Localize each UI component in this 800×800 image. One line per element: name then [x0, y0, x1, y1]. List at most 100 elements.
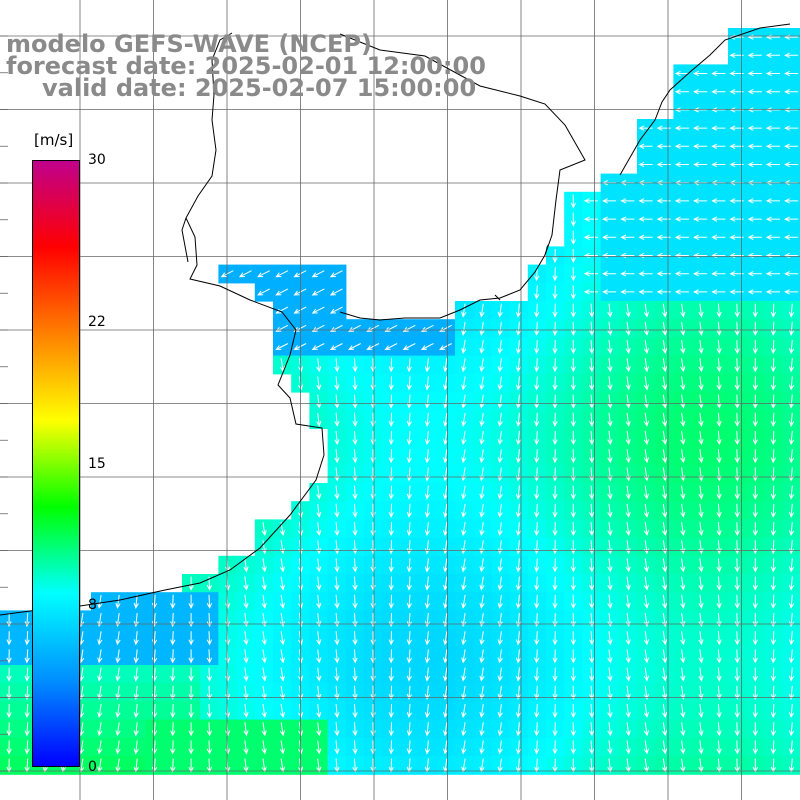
- wind-arrow: [770, 576, 777, 591]
- wind-arrow: [747, 143, 762, 149]
- wind-arrow: [370, 358, 376, 373]
- wind-arrow: [552, 303, 558, 318]
- wind-arrow: [752, 303, 758, 318]
- wind-arrow: [424, 703, 431, 719]
- colorbar-tick-8: 8: [88, 597, 97, 614]
- wind-arrow: [206, 703, 213, 719]
- wind-arrow: [115, 758, 121, 773]
- wind-arrow: [188, 576, 194, 591]
- wind-arrow: [734, 339, 740, 355]
- wind-arrow: [206, 631, 213, 646]
- wind-arrow: [747, 89, 762, 95]
- colorbar-tick-0: 0: [88, 759, 97, 775]
- wind-arrow: [424, 521, 431, 537]
- wind-arrow: [607, 358, 613, 373]
- wind-arrow: [716, 758, 722, 773]
- wind-arrow: [734, 740, 740, 755]
- wind-arrow: [734, 303, 740, 318]
- wind-arrow: [370, 667, 376, 682]
- wind-arrow: [680, 358, 686, 373]
- wind-arrow: [607, 649, 613, 664]
- wind-arrow: [770, 703, 777, 719]
- wind-arrow: [602, 289, 617, 295]
- wind-arrow: [607, 667, 613, 682]
- wind-arrow: [316, 704, 322, 719]
- wind-arrow: [784, 216, 799, 222]
- wind-arrow: [206, 667, 213, 682]
- wind-arrow: [497, 685, 503, 700]
- wind-arrow: [352, 521, 358, 537]
- wind-arrow: [661, 631, 668, 646]
- wind-arrow: [275, 343, 289, 351]
- wind-arrow: [311, 306, 325, 314]
- wind-arrow: [625, 394, 631, 409]
- wind-arrow: [406, 631, 412, 646]
- wind-arrow: [443, 558, 449, 573]
- wind-arrow: [788, 685, 795, 700]
- wind-arrow: [534, 449, 540, 464]
- wind-arrow: [770, 412, 777, 427]
- wind-arrow: [443, 758, 449, 773]
- wind-arrow: [316, 594, 322, 609]
- wind-arrow: [424, 358, 431, 373]
- wind-arrow: [316, 394, 322, 409]
- wind-arrow: [151, 649, 158, 664]
- wind-arrow: [515, 485, 522, 500]
- wind-arrow: [479, 740, 485, 755]
- wind-arrow: [607, 503, 613, 518]
- wind-arrow: [625, 594, 631, 609]
- wind-arrow: [133, 594, 139, 609]
- wind-arrow: [461, 740, 467, 755]
- wind-arrow: [261, 576, 267, 591]
- wind-arrow: [151, 667, 158, 682]
- wind-arrow: [402, 343, 416, 351]
- wind-arrow: [674, 252, 689, 259]
- wind-arrow: [334, 412, 340, 427]
- wind-arrow: [424, 485, 431, 500]
- wind-arrow: [752, 503, 758, 518]
- wind-arrow: [752, 394, 758, 409]
- wind-arrow: [752, 704, 758, 719]
- wind-arrow: [534, 503, 540, 518]
- wind-arrow: [784, 198, 799, 204]
- wind-arrow: [133, 685, 139, 700]
- wind-arrow: [534, 740, 540, 755]
- wind-arrow: [420, 343, 434, 351]
- wind-arrow: [316, 558, 322, 573]
- colorbar-tick-22: 22: [88, 313, 106, 330]
- wind-arrow: [24, 722, 30, 737]
- colorbar: [32, 160, 80, 767]
- wind-arrow: [661, 558, 668, 573]
- wind-arrow: [334, 576, 340, 591]
- wind-arrow: [734, 503, 740, 518]
- wind-arrow: [716, 449, 722, 464]
- wind-arrow: [752, 558, 758, 573]
- wind-arrow: [406, 521, 412, 537]
- wind-arrow: [661, 412, 668, 427]
- wind-arrow: [6, 703, 12, 719]
- wind-arrow: [97, 667, 103, 682]
- wind-arrow: [625, 522, 631, 537]
- wind-arrow: [370, 740, 376, 755]
- wind-arrow: [443, 594, 449, 609]
- wind-arrow: [534, 394, 540, 409]
- wind-arrow: [188, 631, 194, 646]
- wind-arrow: [133, 722, 139, 737]
- wind-arrow: [661, 685, 668, 700]
- wind-arrow: [316, 412, 322, 427]
- wind-arrow: [534, 321, 540, 336]
- wind-arrow: [788, 339, 795, 355]
- wind-arrow: [570, 248, 576, 264]
- wind-arrow: [151, 758, 158, 773]
- wind-arrow: [770, 667, 777, 682]
- wind-arrow: [716, 576, 722, 591]
- wind-arrow: [589, 740, 595, 755]
- wind-arrow: [656, 271, 671, 277]
- wind-arrow: [406, 758, 412, 773]
- wind-arrow: [570, 230, 576, 245]
- wind-arrow: [370, 649, 376, 664]
- wind-arrow: [583, 234, 598, 240]
- wind-arrow: [24, 758, 30, 773]
- wind-arrow: [352, 394, 358, 409]
- wind-arrow: [424, 758, 431, 773]
